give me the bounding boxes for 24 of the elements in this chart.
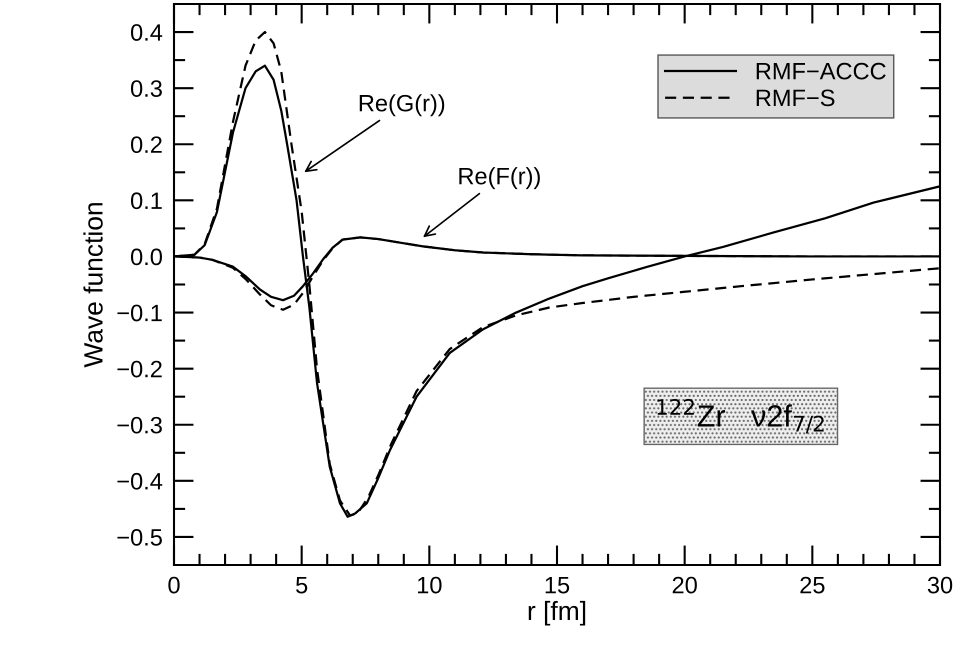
y-tick-label: −0.3 — [117, 416, 162, 434]
x-axis-title: r [fm] — [528, 600, 586, 626]
y-tick-label: 0.4 — [130, 24, 162, 41]
y-tick-label: −0.5 — [117, 529, 162, 546]
annotation: Re(G(r)) — [360, 94, 444, 116]
y-tick-label: −0.1 — [117, 304, 162, 322]
x-tick-label: 0 — [168, 576, 180, 594]
x-tick-label: 30 — [928, 576, 952, 594]
y-tick-label: 0.3 — [130, 80, 162, 97]
y-axis-title: Wave function — [83, 203, 103, 368]
x-tick-label: 10 — [418, 576, 442, 594]
y-tick-label: −0.4 — [117, 472, 162, 490]
legend-label: RMF−S — [756, 90, 834, 106]
annotation: $^{122}$Zr ν2f$_{7/2}$ — [657, 398, 824, 434]
x-tick-label: 25 — [800, 576, 824, 594]
y-tick-label: 0.1 — [130, 192, 162, 210]
annotation: Re(F(r)) — [459, 167, 540, 190]
legend-label: RMF−ACCC — [756, 62, 886, 80]
x-tick-label: 5 — [296, 576, 308, 594]
y-tick-label: 0.2 — [130, 136, 162, 154]
y-tick-label: 0.0 — [130, 248, 162, 266]
x-tick-label: 20 — [672, 576, 697, 594]
y-tick-label: −0.2 — [117, 360, 162, 378]
x-tick-label: 15 — [546, 576, 570, 594]
